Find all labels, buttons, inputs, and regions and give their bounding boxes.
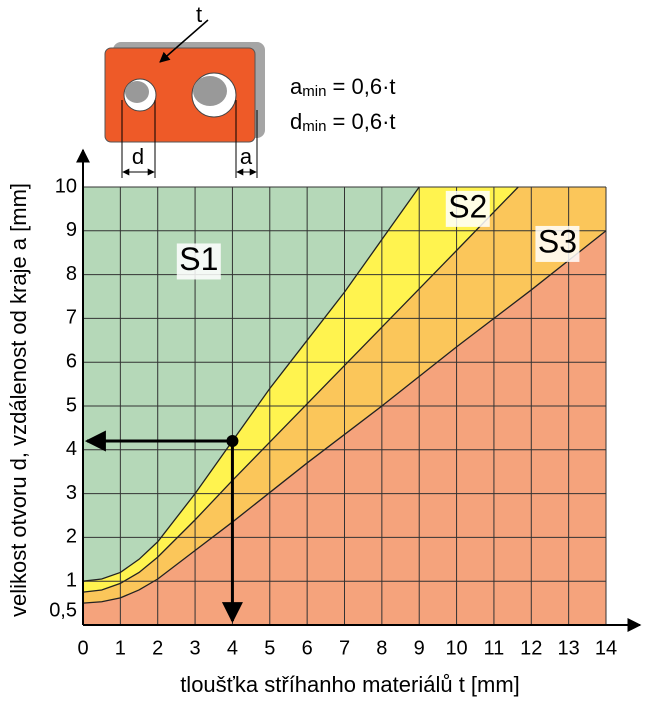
x-tick-label: 3: [190, 637, 201, 659]
formula-subscript: min: [302, 118, 326, 135]
y-tick-label: 5: [66, 394, 77, 416]
formula-expr: = 0,6·t: [326, 109, 395, 134]
y-axis-label: velikost otvoru d, vzdálenost od kraje a…: [6, 183, 31, 617]
formula: dmin = 0,6·t: [290, 109, 396, 135]
a-label: a: [240, 144, 253, 169]
region-label-bg: [445, 190, 490, 227]
region: [83, 230, 606, 626]
y-tick-label: 2: [66, 526, 77, 548]
x-tick-label: 10: [445, 637, 467, 659]
x-tick-label: 6: [302, 637, 313, 659]
x-tick-label: 0: [77, 637, 88, 659]
y-tick-label: 0,5: [49, 599, 77, 621]
y-tick-label: 6: [66, 350, 77, 372]
formula-symbol: a: [290, 74, 303, 99]
y-tick-label: 9: [66, 219, 77, 241]
x-tick-label: 11: [484, 637, 505, 659]
boundary-line: [82, 186, 420, 582]
region-label: S1: [179, 241, 218, 277]
x-tick-label: 14: [595, 637, 617, 659]
y-tick-label: 1: [66, 569, 77, 591]
region-label: S2: [448, 188, 487, 224]
y-tick-label: 3: [66, 482, 77, 504]
x-tick-label: 1: [115, 637, 126, 659]
x-axis-label: tloušťka stříhanho materiálů t [mm]: [180, 672, 520, 697]
region-label-bg: [535, 225, 580, 262]
region-label: S3: [538, 223, 577, 259]
x-tick-label: 9: [414, 637, 425, 659]
x-tick-label: 5: [264, 637, 275, 659]
y-tick-label: 8: [66, 263, 77, 285]
formula-symbol: d: [290, 109, 302, 134]
formula-expr: = 0,6·t: [326, 74, 395, 99]
y-tick-label: 4: [66, 438, 77, 460]
plate-diagram: t d a amin = 0,6·t dmin = 0,6·t: [104, 2, 396, 178]
x-tick-label: 2: [152, 637, 163, 659]
x-tick-label: 13: [558, 637, 580, 659]
d-label: d: [132, 144, 144, 169]
reading-point: [226, 435, 239, 448]
x-tick-label: 7: [339, 637, 350, 659]
formula-subscript: min: [302, 83, 326, 100]
boundary-line: [82, 186, 519, 593]
hole-shadow: [125, 81, 149, 103]
y-tick-label: 7: [66, 307, 77, 329]
plate: [104, 47, 256, 143]
hole-shadow: [193, 76, 227, 106]
x-tick-label: 12: [520, 637, 542, 659]
t-label: t: [196, 2, 202, 27]
boundary-line: [82, 230, 607, 604]
region-label-bg: [176, 243, 221, 280]
formula: amin = 0,6·t: [290, 74, 396, 100]
x-tick-label: 8: [376, 637, 387, 659]
x-tick-label: 4: [227, 637, 238, 659]
y-tick-label: 10: [55, 175, 77, 197]
t-arrow: [159, 19, 209, 63]
